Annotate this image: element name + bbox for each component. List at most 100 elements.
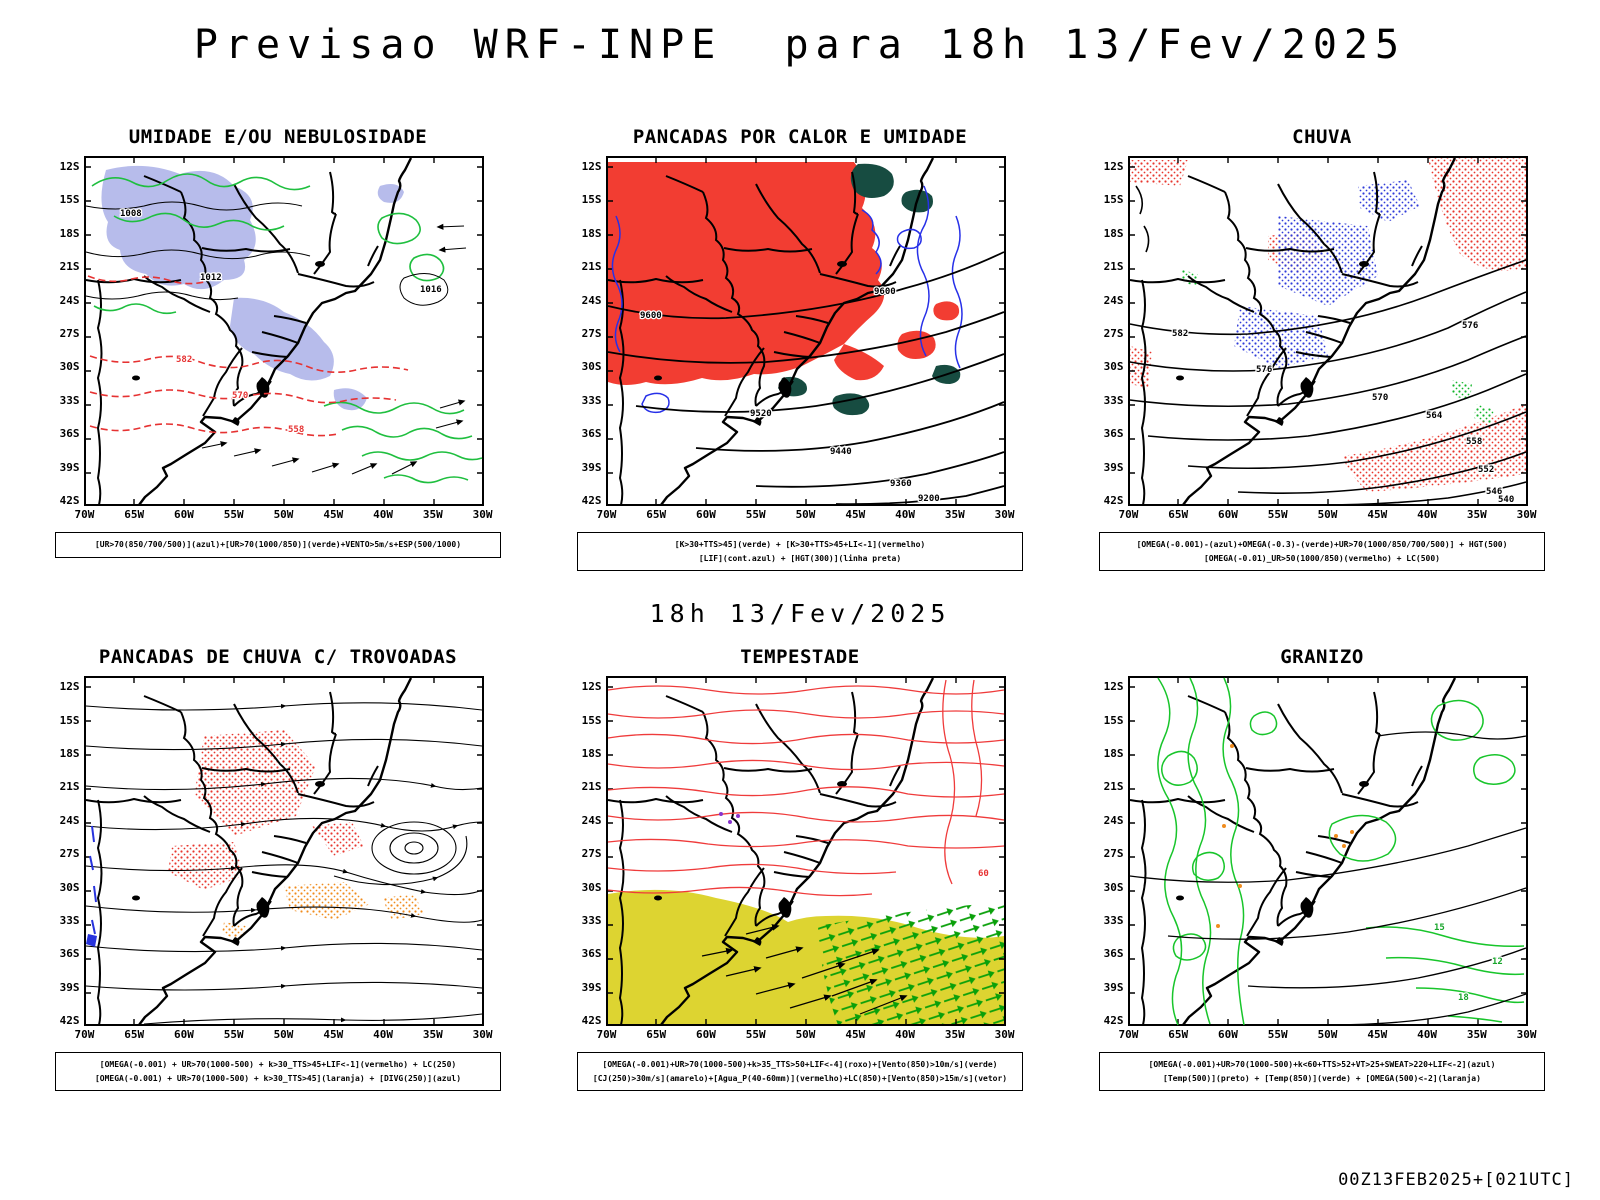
lon-tick: 60W: [174, 1028, 194, 1042]
lat-axis: 12S 15S 18S 21S 24S 27S 30S 33S 36S 39S 42S: [572, 676, 602, 1026]
lat-tick: 30S: [581, 880, 602, 894]
lat-tick: 21S: [581, 260, 602, 274]
map-tempestade: 60: [605, 676, 1006, 1027]
svg-text:558: 558: [1466, 437, 1482, 447]
lon-tick: 60W: [696, 1028, 716, 1042]
contour-labels: 15 12 18: [1432, 922, 1503, 1005]
contour-labels: 582 576 576 570 564 558 552 546 540: [1170, 320, 1515, 506]
lat-tick: 42S: [1103, 493, 1124, 507]
panel-tempestade-title: TEMPESTADE: [740, 646, 860, 669]
lat-tick: 36S: [59, 947, 80, 961]
panel-tempestade: TEMPESTADE 12S 15S 18S 21S 24S 27S 30S 33S 36S 39…: [561, 646, 1039, 1092]
lon-tick: 65W: [646, 508, 667, 521]
panel-pancadas-calor: PANCADAS POR CALOR E UMIDADE 12S 15S 18S 21…: [561, 126, 1039, 572]
panel-trovoadas: PANCADAS DE CHUVA C/ TROVOADAS 12S 15S 18S…: [39, 646, 517, 1092]
panel-granizo-map-frame: 12S 15S 18S 21S 24S 27S 30S 33S 36S 39S 42S: [1104, 676, 1537, 1040]
lon-tick: 30W: [472, 508, 493, 521]
lat-tick: 15S: [1103, 713, 1124, 727]
caption-line: [OMEGA(-0.001) + UR>70(1000-500) + k>30_…: [94, 1073, 462, 1083]
lat-tick: 36S: [581, 427, 602, 441]
lat-tick: 18S: [59, 226, 80, 240]
speckle-fields: [1129, 158, 1526, 492]
run-timestamp: 00Z13FEB2025+[021UTC]: [1338, 1170, 1574, 1190]
lon-tick: 60W: [1218, 1028, 1238, 1042]
svg-text:552: 552: [1478, 465, 1494, 475]
lat-tick: 33S: [581, 913, 602, 927]
lon-tick: 30W: [1516, 508, 1537, 521]
contour-labels: 60: [976, 868, 989, 881]
black-isobars: [85, 201, 448, 306]
lat-tick: 33S: [1103, 913, 1124, 927]
caption-line: [LIF](cont.azul) + [HGT(300)](linha pret…: [698, 553, 902, 563]
contour-labels: 9600 9600 9520 9440 9360 9200: [638, 286, 940, 506]
lon-tick: 55W: [745, 508, 766, 521]
lat-axis: 12S 15S 18S 21S 24S 27S 30S 33S 36S 39S 42S: [1094, 156, 1124, 506]
lon-tick: 50W: [795, 508, 816, 521]
lat-tick: 42S: [1103, 1014, 1124, 1028]
lat-tick: 36S: [59, 427, 80, 441]
lon-tick: 55W: [1267, 508, 1288, 521]
lon-tick: 50W: [795, 1028, 816, 1042]
lat-tick: 30S: [1103, 360, 1124, 374]
lat-tick: 21S: [59, 260, 80, 274]
lon-tick: 55W: [745, 1028, 766, 1042]
svg-text:1012: 1012: [200, 273, 222, 283]
lon-tick: 40W: [1417, 1028, 1437, 1042]
lat-tick: 15S: [59, 713, 80, 727]
panel-chuva-title: CHUVA: [1292, 126, 1352, 148]
lat-tick: 24S: [59, 293, 80, 307]
lon-tick: 45W: [1367, 508, 1388, 521]
blue-lif-contours: [611, 185, 963, 414]
lat-axis: 12S 15S 18S 21S 24S 27S 30S 33S 36S 39S 42S: [1094, 676, 1124, 1026]
lat-axis: 12S 15S 18S 21S 24S 27S 30S 33S 36S 39S 42S: [572, 156, 602, 506]
lat-tick: 18S: [1103, 226, 1124, 240]
svg-text:1008: 1008: [120, 209, 142, 219]
lon-tick: 45W: [845, 508, 866, 521]
mid-subtitle: 18h 13/Fev/2025: [649, 599, 951, 629]
black-temp-contours: [1129, 731, 1526, 1026]
svg-text:9200: 9200: [918, 494, 940, 504]
lat-tick: 42S: [59, 1014, 80, 1028]
lon-axis: 70W 65W 60W 55W 50W 45W 40W 35W 30W: [597, 509, 1015, 520]
panel-granizo-title: GRANIZO: [1280, 646, 1364, 669]
lat-tick: 39S: [1103, 980, 1124, 994]
streamlines: [85, 702, 482, 1025]
panel-umidade-map-frame: 12S 15S 18S 21S 24S 27S 30S 33S 36S 39S 42S: [60, 156, 493, 521]
lat-tick: 18S: [59, 746, 80, 760]
purple-storm-dots: [718, 812, 740, 825]
map-chuva: 582 576 576 570 564 558 552 546 540: [1127, 156, 1528, 506]
lon-tick: 65W: [1168, 1028, 1189, 1042]
caption-line: [K>30+TTS>45](verde) + [K>30+TTS>45+LI<-…: [674, 540, 926, 549]
lon-tick: 70W: [1118, 1028, 1139, 1042]
lon-tick: 70W: [596, 1028, 617, 1042]
lon-tick: 60W: [174, 508, 194, 521]
lat-axis: 12S 15S 18S 21S 24S 27S 30S 33S 36S 39S 42S: [50, 676, 80, 1026]
lon-tick: 60W: [1218, 508, 1238, 521]
lat-tick: 39S: [581, 460, 602, 474]
lat-tick: 18S: [581, 226, 602, 240]
map-trovoadas: [83, 676, 484, 1027]
page-title: Previsao WRF-INPE para 18h 13/Fev/2025: [193, 22, 1407, 68]
lon-tick: 35W: [422, 1028, 443, 1042]
lat-tick: 42S: [581, 1014, 602, 1028]
map-granizo: 15 12 18: [1127, 676, 1528, 1027]
lat-tick: 27S: [59, 847, 80, 861]
lat-tick: 15S: [59, 193, 80, 207]
lat-tick: 15S: [581, 193, 602, 207]
lat-tick: 33S: [59, 393, 80, 407]
orange-omega-dots: [1215, 744, 1354, 929]
lon-axis: 70W 65W 60W 55W 50W 45W 40W 35W 30W: [1119, 1029, 1537, 1040]
lat-axis: 12S 15S 18S 21S 24S 27S 30S 33S 36S 39S 42S: [50, 156, 80, 506]
lon-tick: 65W: [124, 1028, 145, 1042]
red-contours: [607, 680, 1004, 897]
bottom-row: PANCADAS DE CHUVA C/ TROVOADAS 12S 15S 18S…: [0, 646, 1600, 1092]
svg-text:15: 15: [1434, 923, 1445, 933]
lat-tick: 15S: [1103, 193, 1124, 207]
caption-box-tempestade: [OMEGA(-0.001)+UR>70(1000-500)+k>35_TTS>…: [577, 1052, 1023, 1092]
caption-box-trovoadas: [OMEGA(-0.001) + UR>70(1000-500) + k>30_…: [55, 1052, 501, 1092]
lat-tick: 39S: [59, 980, 80, 994]
lat-tick: 27S: [1103, 326, 1124, 340]
svg-text:582: 582: [176, 355, 192, 365]
lon-tick: 35W: [944, 508, 965, 521]
lon-tick: 30W: [1516, 1028, 1537, 1042]
